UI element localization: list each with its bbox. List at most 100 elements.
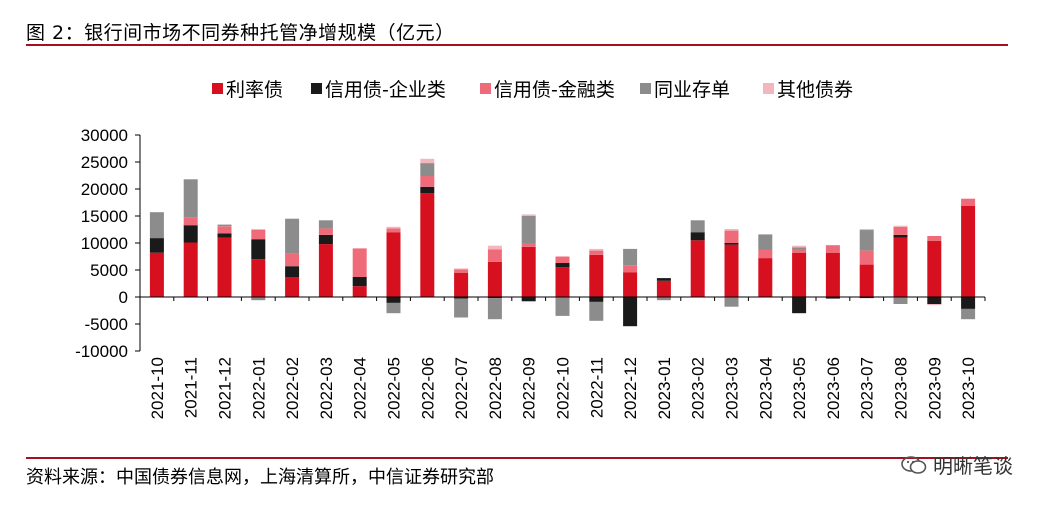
bar-segment xyxy=(792,249,807,253)
bar-segment xyxy=(386,226,401,229)
x-tick-label: 2021-10 xyxy=(148,357,167,419)
bar-segment xyxy=(893,237,908,297)
legend-swatch-0 xyxy=(212,83,223,94)
bar-segment xyxy=(893,297,908,304)
bar-segment xyxy=(454,272,469,297)
bar-segment xyxy=(183,225,198,243)
bar-segment xyxy=(589,297,604,302)
bar-segment xyxy=(420,176,435,187)
bar-segment xyxy=(420,163,435,177)
bar-segment xyxy=(961,297,976,309)
bar-segment xyxy=(285,253,300,267)
legend-label-1: 信用债-企业类 xyxy=(325,79,446,101)
bar-segment xyxy=(487,297,502,299)
bar-segment xyxy=(555,263,570,268)
bar-segment xyxy=(454,297,469,299)
bar-segment xyxy=(521,246,536,297)
bar-segment xyxy=(859,264,874,297)
bar-segment xyxy=(318,234,333,245)
bar-segment xyxy=(521,297,536,302)
bar-segment xyxy=(859,229,874,231)
bar-segment xyxy=(318,244,333,297)
bar-segment xyxy=(217,224,232,227)
bar-segment xyxy=(825,245,840,253)
bar-segment xyxy=(589,254,604,297)
legend-label-2: 信用债-金融类 xyxy=(494,79,615,101)
x-tick-label: 2023-06 xyxy=(824,357,843,419)
legend: 利率债 信用债-企业类 信用债-金融类 同业存单 其他债券 xyxy=(212,79,853,101)
y-tick-label: 25000 xyxy=(81,153,128,172)
bar-segment xyxy=(183,179,198,218)
bar-segment xyxy=(927,236,942,241)
bar-segment xyxy=(420,186,435,194)
y-tick-label: 15000 xyxy=(81,207,128,226)
bar-segment xyxy=(386,297,401,303)
y-tick-label: -5000 xyxy=(85,315,128,334)
bar-segment xyxy=(893,226,908,235)
x-tick-label: 2023-01 xyxy=(655,357,674,419)
bar-segment xyxy=(183,242,198,297)
bar-segment xyxy=(927,240,942,297)
bar-segment xyxy=(352,248,367,277)
legend-swatch-1 xyxy=(311,83,322,94)
bar-segment xyxy=(183,217,198,226)
x-tick-label: 2023-07 xyxy=(858,357,877,419)
x-tick-label: 2023-04 xyxy=(756,357,775,419)
bar-segment xyxy=(623,272,638,297)
x-tick-label: 2021-11 xyxy=(182,357,201,418)
bar-segment xyxy=(285,277,300,297)
bar-segment xyxy=(487,298,502,320)
stacked-bar-chart: 利率债 信用债-企业类 信用债-金融类 同业存单 其他债券 -10000 -5000 0 50… xyxy=(75,79,986,419)
bar-segment xyxy=(792,252,807,297)
bar-segment xyxy=(555,297,570,316)
bar-segment xyxy=(521,243,536,247)
x-tick-label: 2021-12 xyxy=(216,357,235,419)
legend-swatch-2 xyxy=(480,83,491,94)
legend-label-4: 其他债券 xyxy=(777,79,853,101)
bar-segment xyxy=(859,297,874,299)
bar-segment xyxy=(217,226,232,234)
bar-segment xyxy=(149,238,164,253)
bar-segment xyxy=(487,249,502,262)
bar-segment xyxy=(555,256,570,263)
bar-segment xyxy=(454,268,469,270)
bar-segment xyxy=(623,248,638,266)
bar-segment xyxy=(690,232,705,241)
y-tick-label: 20000 xyxy=(81,180,128,199)
title-divider xyxy=(26,44,1008,46)
bar-segment xyxy=(487,245,502,250)
x-tick-label: 2022-09 xyxy=(520,357,539,419)
bar-segment xyxy=(589,250,604,255)
bars xyxy=(149,158,976,327)
x-tick-label: 2023-03 xyxy=(723,357,742,419)
bar-segment xyxy=(251,229,266,240)
x-tick-label: 2022-01 xyxy=(249,357,268,419)
bar-segment xyxy=(859,250,874,265)
bar-segment xyxy=(420,158,435,164)
bar-segment xyxy=(656,297,671,301)
x-tick-label: 2022-11 xyxy=(587,357,606,418)
bar-segment xyxy=(318,220,333,229)
y-tick-label: 30000 xyxy=(81,126,128,145)
x-tick-label: 2022-06 xyxy=(418,357,437,419)
bar-segment xyxy=(623,297,638,327)
x-tick-label: 2023-08 xyxy=(892,357,911,419)
bar-segment xyxy=(352,277,367,287)
bar-segment xyxy=(251,259,266,297)
bar-segment xyxy=(285,218,300,254)
bar-segment xyxy=(825,252,840,297)
bar-segment xyxy=(758,234,773,250)
x-tick-label: 2023-05 xyxy=(790,357,809,419)
bar-segment xyxy=(521,214,536,216)
y-tick-label: -10000 xyxy=(75,342,128,361)
bar-segment xyxy=(724,243,739,245)
bar-segment xyxy=(487,261,502,297)
bar-segment xyxy=(724,229,739,231)
bar-segment xyxy=(251,239,266,260)
watermark-text: 明晰笔谈 xyxy=(933,454,1013,478)
x-tick-label: 2022-02 xyxy=(283,357,302,419)
bar-segment xyxy=(149,212,164,239)
legend-swatch-3 xyxy=(640,83,651,94)
bar-segment xyxy=(961,198,976,206)
bar-segment xyxy=(454,269,469,273)
